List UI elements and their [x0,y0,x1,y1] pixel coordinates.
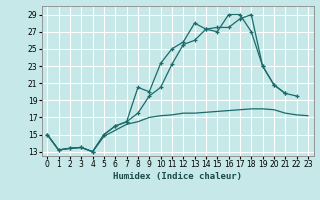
X-axis label: Humidex (Indice chaleur): Humidex (Indice chaleur) [113,172,242,181]
